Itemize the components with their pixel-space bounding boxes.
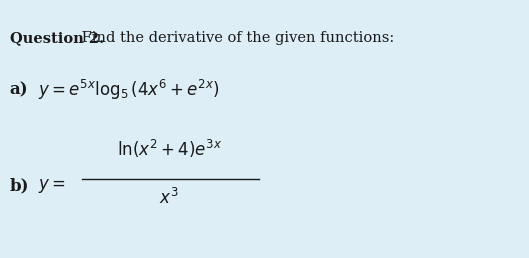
Text: $\ln(x^2 + 4)e^{3x}$: $\ln(x^2 + 4)e^{3x}$ — [117, 138, 222, 160]
Text: $x^3$: $x^3$ — [159, 188, 179, 208]
Text: $y = $: $y = $ — [38, 177, 66, 195]
Text: $y = e^{5x} \log_5(4x^6 + e^{2x})$: $y = e^{5x} \log_5(4x^6 + e^{2x})$ — [38, 78, 220, 102]
Text: Find the derivative of the given functions:: Find the derivative of the given functio… — [77, 31, 394, 45]
Text: a): a) — [10, 82, 28, 99]
Text: b): b) — [10, 177, 29, 194]
Text: Question 2.: Question 2. — [10, 31, 104, 45]
